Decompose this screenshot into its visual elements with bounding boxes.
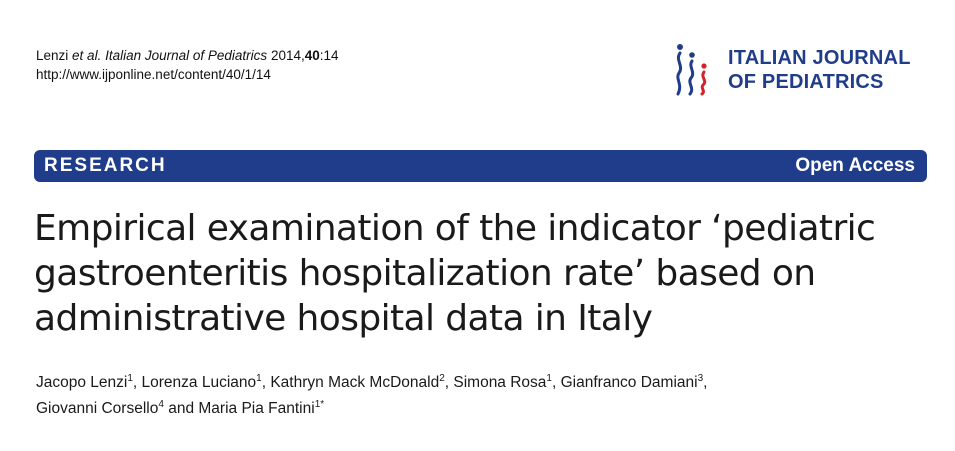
author: Kathryn Mack McDonald2, bbox=[270, 373, 454, 392]
citation-et-al: et al. bbox=[72, 48, 102, 63]
citation-header: Lenzi et al. Italian Journal of Pediatri… bbox=[36, 46, 339, 84]
citation-article: :14 bbox=[319, 48, 339, 63]
author: Jacopo Lenzi1, bbox=[36, 373, 142, 392]
author: Giovanni Corsello4 and bbox=[36, 399, 199, 418]
citation-volume: 40 bbox=[304, 48, 320, 63]
open-access-label: Open Access bbox=[795, 155, 915, 176]
logo-line-1: ITALIAN JOURNAL bbox=[728, 47, 911, 69]
citation-year: 2014, bbox=[270, 48, 305, 63]
citation-url[interactable]: http://www.ijponline.net/content/40/1/14 bbox=[36, 67, 271, 82]
title-line-1: Empirical examination of the indicator ‘… bbox=[34, 208, 876, 249]
author: Simona Rosa1, bbox=[453, 373, 561, 392]
logo-text: ITALIAN JOURNAL OF PEDIATRICS bbox=[728, 46, 911, 94]
logo-line-2: OF PEDIATRICS bbox=[728, 71, 884, 93]
journal-logo: ITALIAN JOURNAL OF PEDIATRICS bbox=[668, 42, 911, 98]
title-line-2: gastroenteritis hospitalization rate’ ba… bbox=[34, 253, 816, 294]
citation-line: Lenzi et al. Italian Journal of Pediatri… bbox=[36, 46, 339, 65]
citation-authors: Lenzi bbox=[36, 48, 69, 63]
section-label: RESEARCH bbox=[44, 155, 167, 176]
title-line-3: administrative hospital data in Italy bbox=[34, 298, 653, 339]
pediatric-figures-icon bbox=[676, 44, 707, 96]
author: Gianfranco Damiani3, bbox=[560, 373, 708, 392]
citation-journal: Italian Journal of Pediatrics bbox=[105, 48, 268, 63]
author: Lorenza Luciano1, bbox=[141, 373, 271, 392]
author: Maria Pia Fantini1* bbox=[198, 399, 325, 418]
article-title: Empirical examination of the indicator ‘… bbox=[34, 206, 934, 341]
author-list: Jacopo Lenzi1, Lorenza Luciano1, Kathryn… bbox=[36, 370, 707, 422]
section-banner: RESEARCH Open Access bbox=[34, 150, 927, 182]
author-line-2: Giovanni Corsello4 and Maria Pia Fantini… bbox=[36, 396, 707, 422]
author-line-1: Jacopo Lenzi1, Lorenza Luciano1, Kathryn… bbox=[36, 370, 707, 396]
